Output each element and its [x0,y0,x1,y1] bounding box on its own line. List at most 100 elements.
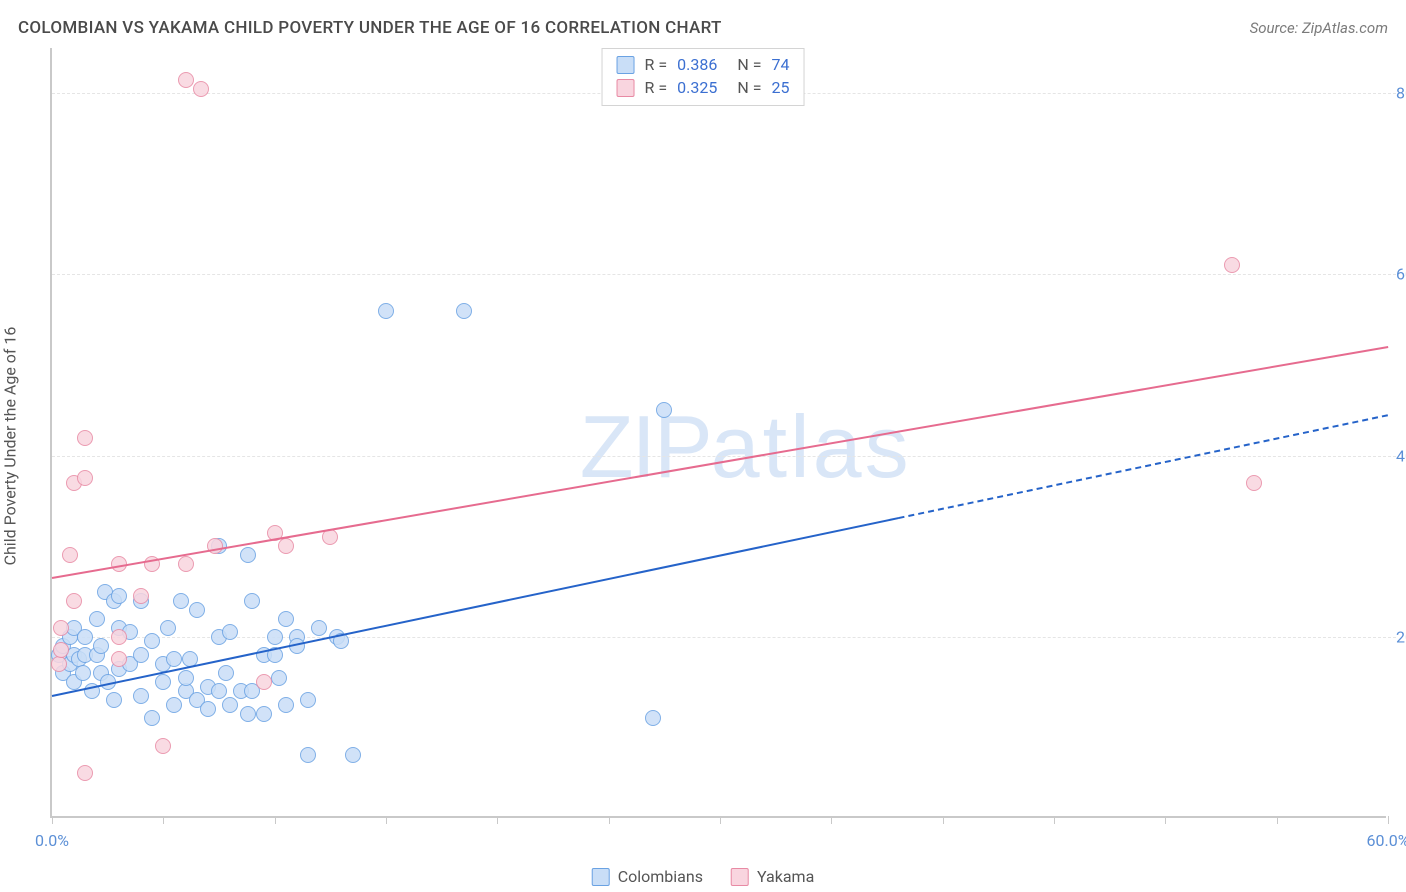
data-point [77,629,93,645]
data-point [51,656,67,672]
x-tick [1277,816,1278,824]
legend-r-value: 0.325 [677,78,717,97]
data-point [66,593,82,609]
data-point [1246,475,1262,491]
data-point [218,665,234,681]
data-point [93,638,109,654]
data-point [1224,257,1240,273]
y-axis-label: Child Poverty Under the Age of 16 [1,327,20,566]
data-point [166,651,182,667]
data-point [300,692,316,708]
data-point [189,602,205,618]
data-point [267,629,283,645]
title-bar: COLOMBIAN VS YAKAMA CHILD POVERTY UNDER … [18,18,1388,38]
data-point [160,620,176,636]
data-point [62,547,78,563]
data-point [144,710,160,726]
data-point [300,747,316,763]
data-point [278,611,294,627]
data-point [211,683,227,699]
data-point [278,538,294,554]
x-tick [1388,816,1389,824]
x-tick [386,816,387,824]
data-point [111,651,127,667]
data-point [53,620,69,636]
x-tick [1054,816,1055,824]
data-point [311,620,327,636]
data-point [656,402,672,418]
legend-top-row: R =0.386N =74 [617,53,790,76]
grid-line [52,274,1396,275]
x-tick [720,816,721,824]
trend-line [52,347,1388,578]
data-point [244,593,260,609]
data-point [111,629,127,645]
data-point [77,765,93,781]
x-tick [943,816,944,824]
legend-swatch [731,868,749,886]
data-point [111,588,127,604]
legend-r-label: R = [645,55,668,74]
x-tick-label: 60.0% [1367,831,1406,850]
data-point [155,738,171,754]
data-point [178,670,194,686]
data-point [133,588,149,604]
data-point [77,430,93,446]
x-tick [163,816,164,824]
data-point [53,642,69,658]
y-tick-label: 60.0% [1396,265,1406,284]
legend-swatch [617,56,635,74]
legend-r-label: R = [645,78,668,97]
chart-source: Source: ZipAtlas.com [1250,19,1388,37]
data-point [144,633,160,649]
data-point [166,697,182,713]
legend-bottom-item: Colombians [592,867,703,886]
legend-top-row: R = 0.325 N = 25 [617,76,790,99]
y-tick-label: 80.0% [1396,84,1406,103]
x-tick [831,816,832,824]
y-tick-label: 20.0% [1396,627,1406,646]
data-point [178,556,194,572]
data-point [240,547,256,563]
data-point [173,593,189,609]
data-point [77,470,93,486]
legend-series-label: Colombians [618,867,703,886]
data-point [222,697,238,713]
data-point [278,697,294,713]
data-point [256,674,272,690]
legend-n-value: 25 [771,78,789,97]
x-tick [609,816,610,824]
data-point [133,688,149,704]
watermark: ZIPatlas [580,396,912,498]
legend-series-label: Yakama [757,867,814,886]
data-point [240,706,256,722]
chart-container: COLOMBIAN VS YAKAMA CHILD POVERTY UNDER … [0,0,1406,892]
data-point [645,710,661,726]
x-tick [1165,816,1166,824]
x-tick [52,816,53,824]
data-point [345,747,361,763]
data-point [193,81,209,97]
x-tick-label: 0.0% [35,831,69,850]
data-point [456,303,472,319]
data-point [200,701,216,717]
legend-top: R =0.386N =74R =0.325N =25 [602,48,805,106]
legend-bottom-item: Yakama [731,867,814,886]
data-point [222,624,238,640]
data-point [133,647,149,663]
legend-r-value: 0.386 [677,55,717,74]
legend-swatch [617,79,635,97]
legend-swatch [592,868,610,886]
data-point [75,665,91,681]
chart-title: COLOMBIAN VS YAKAMA CHILD POVERTY UNDER … [18,18,722,38]
legend-n-label: N = [737,55,761,74]
x-tick [275,816,276,824]
grid-line [52,637,1396,638]
legend-n-label: N = [737,78,761,97]
data-point [106,692,122,708]
data-point [271,670,287,686]
data-point [155,674,171,690]
data-point [256,706,272,722]
data-point [378,303,394,319]
x-tick [497,816,498,824]
